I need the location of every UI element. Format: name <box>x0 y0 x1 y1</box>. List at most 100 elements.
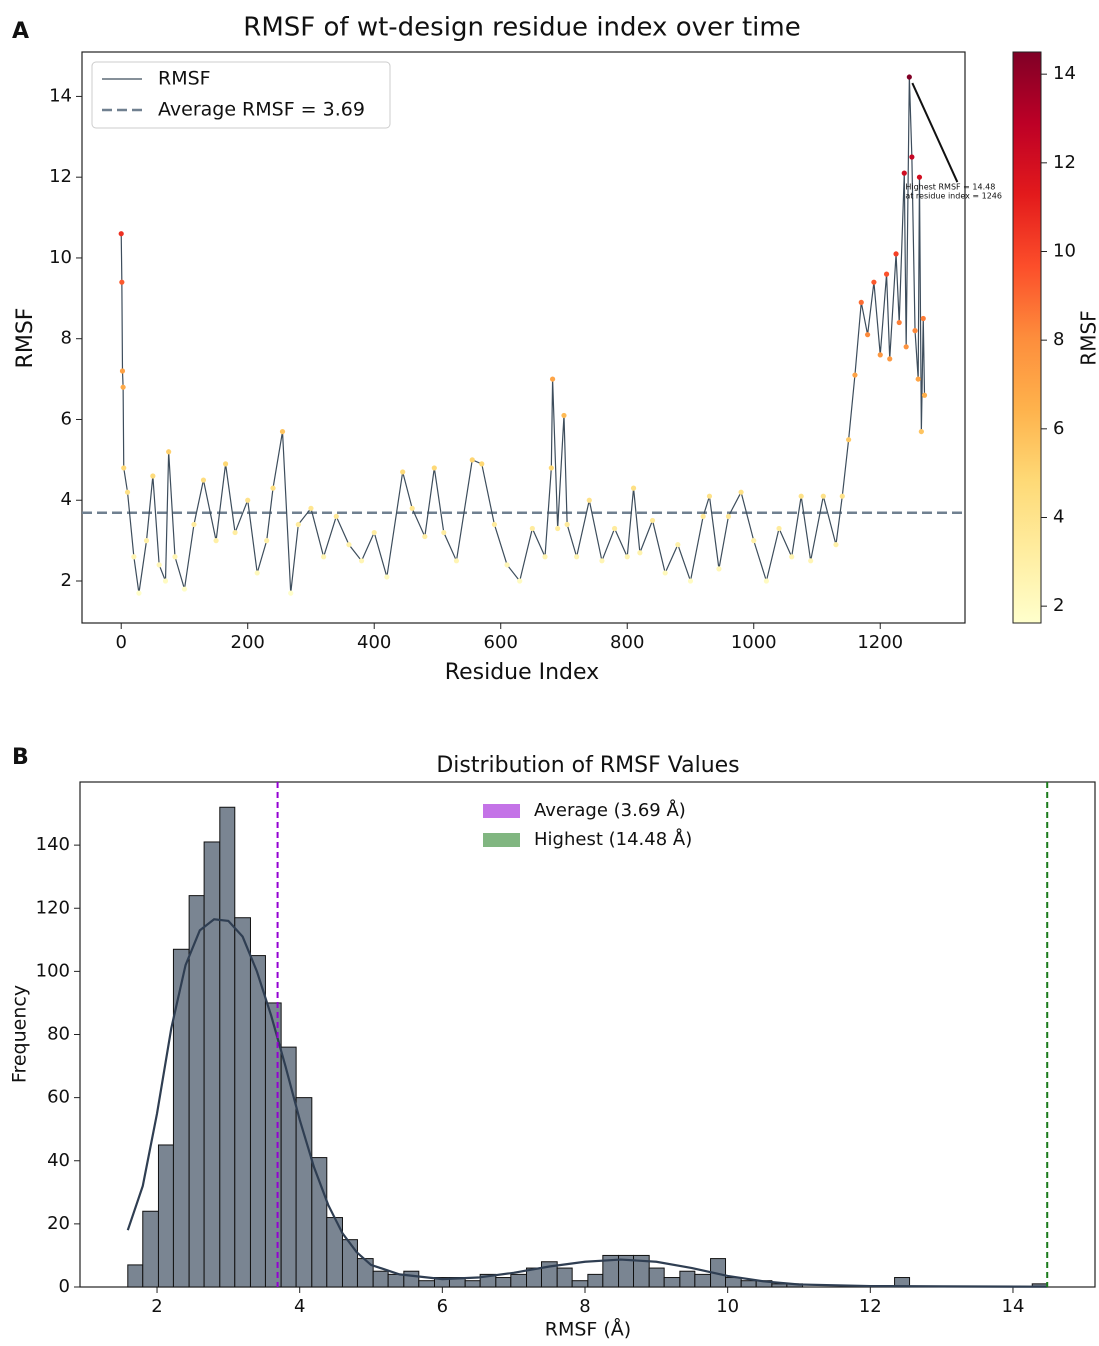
y-tick-label: 6 <box>61 408 72 429</box>
rmsf-point <box>232 530 237 535</box>
rmsf-point <box>852 372 857 377</box>
legend-swatch <box>483 804 520 818</box>
y-tick-label: 140 <box>36 834 70 855</box>
rmsf-point <box>432 465 437 470</box>
histogram-bar <box>572 1281 588 1287</box>
x-tick-label: 2 <box>151 1296 162 1317</box>
rmsf-point <box>121 385 126 390</box>
y-tick-label: 120 <box>36 897 70 918</box>
x-tick-label: 1200 <box>857 632 903 653</box>
annotation-text: Highest RMSF = 14.48 <box>905 183 995 192</box>
rmsf-point <box>157 562 162 567</box>
rmsf-point <box>410 506 415 511</box>
histogram-bar <box>173 949 189 1287</box>
rmsf-point <box>530 526 535 531</box>
histogram-bar <box>695 1274 711 1287</box>
rmsf-point <box>517 578 522 583</box>
histogram-bar <box>158 1145 173 1287</box>
histogram-bar <box>664 1278 680 1287</box>
rmsf-point <box>902 171 907 176</box>
rmsf-point <box>119 280 124 285</box>
panel-label: B <box>12 745 29 770</box>
colorbar-tick-label: 14 <box>1053 63 1076 84</box>
rmsf-point <box>136 591 141 596</box>
rmsf-point <box>884 272 889 277</box>
y-tick-label: 80 <box>47 1024 70 1045</box>
y-tick-label: 4 <box>61 489 72 510</box>
rmsf-point <box>574 554 579 559</box>
x-tick-label: 600 <box>484 632 518 653</box>
rmsf-point <box>280 429 285 434</box>
histogram-bar <box>588 1274 603 1287</box>
rmsf-point <box>907 74 912 79</box>
histogram-bar <box>772 1284 787 1287</box>
x-tick-label: 8 <box>579 1296 590 1317</box>
rmsf-point <box>904 344 909 349</box>
chart-title: RMSF of wt-design residue index over tim… <box>243 13 800 43</box>
rmsf-point <box>119 231 124 236</box>
colorbar-tick-label: 6 <box>1053 418 1064 439</box>
rmsf-point <box>346 542 351 547</box>
histogram-bar <box>496 1278 511 1287</box>
rmsf-point <box>296 522 301 527</box>
rmsf-point <box>688 578 693 583</box>
y-tick-label: 20 <box>47 1213 70 1234</box>
rmsf-point <box>334 514 339 519</box>
rmsf-point <box>675 542 680 547</box>
rmsf-point <box>223 461 228 466</box>
colorbar-label: RMSF <box>1077 310 1099 365</box>
rmsf-point <box>776 526 781 531</box>
rmsf-point <box>555 526 560 531</box>
colorbar-tick-label: 10 <box>1053 240 1076 261</box>
histogram-bar <box>511 1274 527 1287</box>
rmsf-line <box>121 77 924 593</box>
histogram-bar <box>404 1271 419 1287</box>
y-tick-label: 10 <box>49 247 72 268</box>
rmsf-point <box>637 550 642 555</box>
panel-label: A <box>12 19 29 44</box>
histogram-bar <box>204 842 220 1287</box>
rmsf-point <box>612 526 617 531</box>
rmsf-point <box>663 570 668 575</box>
rmsf-point <box>359 558 364 563</box>
rmsf-point <box>799 494 804 499</box>
histogram-bar <box>128 1265 143 1287</box>
rmsf-point <box>599 558 604 563</box>
colorbar-tick-label: 12 <box>1053 152 1076 173</box>
rmsf-point <box>201 477 206 482</box>
rmsf-point <box>840 494 845 499</box>
rmsf-point <box>846 437 851 442</box>
annotation-text: at residue index = 1246 <box>905 192 1002 201</box>
rmsf-point <box>504 562 509 567</box>
rmsf-point <box>172 554 177 559</box>
x-tick-label: 800 <box>610 632 644 653</box>
y-axis-label: RMSF <box>13 308 38 369</box>
rmsf-point <box>897 320 902 325</box>
legend-label: Average (3.69 Å) <box>534 799 686 821</box>
rmsf-point <box>625 554 630 559</box>
rmsf-point <box>912 328 917 333</box>
histogram-bar <box>649 1268 664 1287</box>
rmsf-point <box>479 461 484 466</box>
rmsf-point <box>549 465 554 470</box>
rmsf-point <box>270 486 275 491</box>
rmsf-point <box>372 530 377 535</box>
histogram-bar <box>312 1158 327 1287</box>
y-tick-label: 14 <box>49 85 72 106</box>
rmsf-point <box>587 498 592 503</box>
y-tick-label: 40 <box>47 1150 70 1171</box>
histogram-bar <box>557 1268 572 1287</box>
histogram-bar <box>296 1098 312 1287</box>
rmsf-point <box>191 522 196 527</box>
x-tick-label: 200 <box>231 632 265 653</box>
rmsf-point <box>859 300 864 305</box>
rmsf-point <box>166 449 171 454</box>
rmsf-point <box>871 280 876 285</box>
histogram-bar <box>342 1240 357 1287</box>
rmsf-point <box>878 352 883 357</box>
x-tick-label: 1000 <box>731 632 777 653</box>
histogram-bar <box>143 1211 159 1287</box>
rmsf-point <box>182 586 187 591</box>
rmsf-point <box>565 522 570 527</box>
